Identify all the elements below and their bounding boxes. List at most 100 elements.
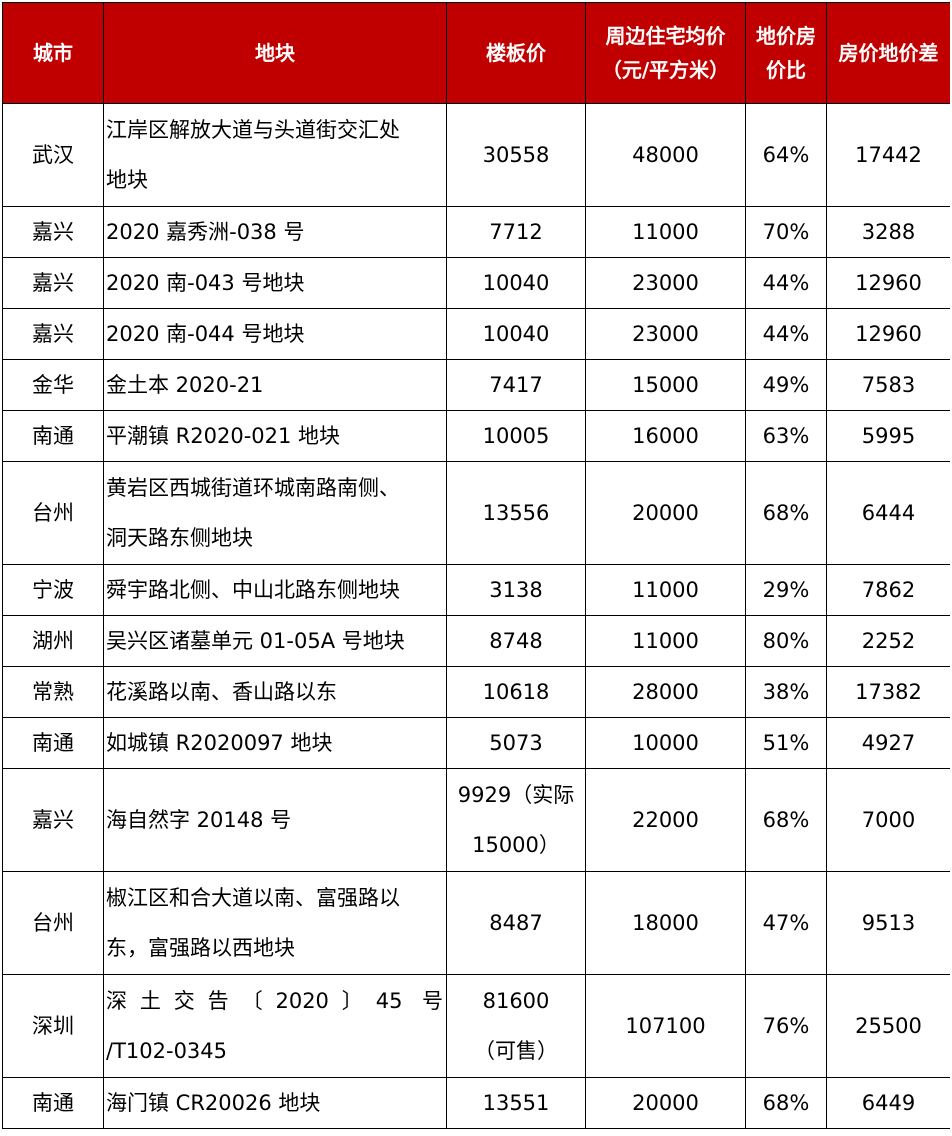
table-cell: 49% bbox=[745, 359, 827, 411]
table-row: 南通 海门镇 CR20026 地块 13551 20000 68% 6449 bbox=[2, 1077, 950, 1129]
table-cell: 64% bbox=[745, 103, 827, 207]
table-cell: 10040 bbox=[446, 257, 586, 309]
table-row: 嘉兴 2020 南-044 号地块 10040 23000 44% 12960 bbox=[2, 308, 950, 360]
table-cell: 花溪路以南、香山路以东 bbox=[103, 666, 447, 718]
table-row: 武汉 江岸区解放大道与头道街交汇处 地块 30558 48000 64% 17442 bbox=[2, 103, 950, 207]
table-row: 台州 黄岩区西城街道环城南路南侧、 洞天路东侧地块 13556 20000 68% 6444 bbox=[2, 461, 950, 565]
table-cell: 44% bbox=[745, 308, 827, 360]
header-cell: 地块 bbox=[103, 2, 447, 104]
table-cell: 如城镇 R2020097 地块 bbox=[103, 717, 447, 769]
cell-line: 东，富强路以西地块 bbox=[106, 936, 295, 960]
table-cell: 10005 bbox=[446, 410, 586, 462]
table-cell: 7417 bbox=[446, 359, 586, 411]
table-cell: 68% bbox=[745, 461, 827, 565]
table-cell: 17442 bbox=[826, 103, 950, 207]
table-cell: 南通 bbox=[2, 410, 104, 462]
table-cell: 12960 bbox=[826, 308, 950, 360]
table-row: 深圳 深土交告〔2020〕45 号/T102-0345 81600 （可售） 10710… bbox=[2, 974, 950, 1078]
table-cell: 30558 bbox=[446, 103, 586, 207]
table-cell: 48000 bbox=[585, 103, 746, 207]
table-cell: 13556 bbox=[446, 461, 586, 565]
cell-line: 15000） bbox=[472, 833, 560, 857]
table-cell: 10618 bbox=[446, 666, 586, 718]
cell-line: 地价房 bbox=[756, 24, 816, 48]
cell-line: 价比 bbox=[766, 58, 806, 82]
table-cell: 29% bbox=[745, 564, 827, 616]
table-cell: 11000 bbox=[585, 206, 746, 258]
table-row: 金华 金土本 2020-21 7417 15000 49% 7583 bbox=[2, 359, 950, 411]
table-row: 嘉兴 2020 嘉秀洲-038 号 7712 11000 70% 3288 bbox=[2, 206, 950, 258]
table-cell: 70% bbox=[745, 206, 827, 258]
table-cell: 18000 bbox=[585, 871, 746, 975]
table-cell: 舜宇路北侧、中山北路东侧地块 bbox=[103, 564, 447, 616]
table-cell: 湖州 bbox=[2, 615, 104, 667]
table-cell: 2020 南-043 号地块 bbox=[103, 257, 447, 309]
header-cell: 地价房 价比 bbox=[745, 2, 827, 104]
table-cell: 10040 bbox=[446, 308, 586, 360]
cell-line: 9929（实际 bbox=[457, 783, 575, 807]
table-cell: 16000 bbox=[585, 410, 746, 462]
table-cell: 3288 bbox=[826, 206, 950, 258]
table-cell: 7000 bbox=[826, 768, 950, 872]
table-cell: 7862 bbox=[826, 564, 950, 616]
table-cell: 嘉兴 bbox=[2, 206, 104, 258]
table-cell: 107100 bbox=[585, 974, 746, 1078]
table-cell: 台州 bbox=[2, 461, 104, 565]
table-cell: 80% bbox=[745, 615, 827, 667]
table-cell: 海门镇 CR20026 地块 bbox=[103, 1077, 447, 1129]
table-row: 常熟 花溪路以南、香山路以东 10618 28000 38% 17382 bbox=[2, 666, 950, 718]
table-cell: 44% bbox=[745, 257, 827, 309]
table-cell: 25500 bbox=[826, 974, 950, 1078]
cell-line: 81600 bbox=[482, 989, 550, 1013]
table-cell: 南通 bbox=[2, 1077, 104, 1129]
table-cell: 黄岩区西城街道环城南路南侧、 洞天路东侧地块 bbox=[103, 461, 447, 565]
table-cell: 2020 南-044 号地块 bbox=[103, 308, 447, 360]
cell-line: 黄岩区西城街道环城南路南侧、 bbox=[106, 476, 400, 500]
table-cell: 海自然字 20148 号 bbox=[103, 768, 447, 872]
cell-line: /T102-0345 bbox=[106, 1039, 228, 1063]
table-cell: 宁波 bbox=[2, 564, 104, 616]
table-row: 南通 如城镇 R2020097 地块 5073 10000 51% 4927 bbox=[2, 717, 950, 769]
table-cell: 38% bbox=[745, 666, 827, 718]
table-cell: 2252 bbox=[826, 615, 950, 667]
table-cell: 22000 bbox=[585, 768, 746, 872]
cell-line: 江岸区解放大道与头道街交汇处 bbox=[106, 118, 400, 142]
cell-line: 椒江区和合大道以南、富强路以 bbox=[106, 886, 400, 910]
table-cell: 28000 bbox=[585, 666, 746, 718]
table-cell: 17382 bbox=[826, 666, 950, 718]
table-cell: 7712 bbox=[446, 206, 586, 258]
cell-line: （可售） bbox=[474, 1039, 558, 1063]
table-cell: 23000 bbox=[585, 308, 746, 360]
table-row: 南通 平潮镇 R2020-021 地块 10005 16000 63% 5995 bbox=[2, 410, 950, 462]
table-cell: 深圳 bbox=[2, 974, 104, 1078]
table-cell: 11000 bbox=[585, 564, 746, 616]
table-cell: 深土交告〔2020〕45 号/T102-0345 bbox=[103, 974, 447, 1078]
table-cell: 6449 bbox=[826, 1077, 950, 1129]
table-cell: 武汉 bbox=[2, 103, 104, 207]
table-cell: 5073 bbox=[446, 717, 586, 769]
table-cell: 15000 bbox=[585, 359, 746, 411]
table-cell: 7583 bbox=[826, 359, 950, 411]
table-cell: 20000 bbox=[585, 1077, 746, 1129]
table-cell: 吴兴区诸墓单元 01-05A 号地块 bbox=[103, 615, 447, 667]
header-cell: 楼板价 bbox=[446, 2, 586, 104]
cell-line: 深土交告〔2020〕45 号 bbox=[106, 989, 443, 1013]
header-cell: 房价地价差 bbox=[826, 2, 950, 104]
table-cell: 江岸区解放大道与头道街交汇处 地块 bbox=[103, 103, 447, 207]
cell-line: 洞天路东侧地块 bbox=[106, 526, 253, 550]
header-cell: 周边住宅均价 （元/平方米） bbox=[585, 2, 746, 104]
table-cell: 63% bbox=[745, 410, 827, 462]
table-row: 湖州 吴兴区诸墓单元 01-05A 号地块 8748 11000 80% 2252 bbox=[2, 615, 950, 667]
table-cell: 台州 bbox=[2, 871, 104, 975]
table-cell: 2020 嘉秀洲-038 号 bbox=[103, 206, 447, 258]
table-cell: 81600 （可售） bbox=[446, 974, 586, 1078]
table-cell: 12960 bbox=[826, 257, 950, 309]
table-cell: 金土本 2020-21 bbox=[103, 359, 447, 411]
table-cell: 8487 bbox=[446, 871, 586, 975]
table-row: 嘉兴 海自然字 20148 号 9929（实际 15000） 22000 68% 7000 bbox=[2, 768, 950, 872]
table-cell: 6444 bbox=[826, 461, 950, 565]
table-cell: 椒江区和合大道以南、富强路以 东，富强路以西地块 bbox=[103, 871, 447, 975]
table-cell: 金华 bbox=[2, 359, 104, 411]
